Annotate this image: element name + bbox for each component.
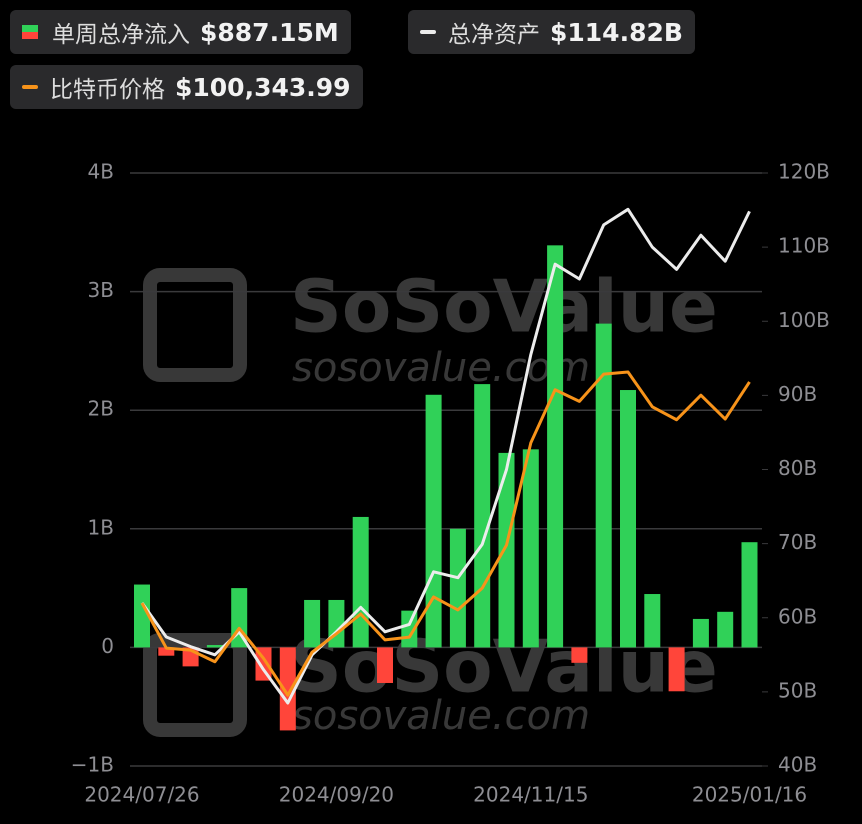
bar bbox=[231, 588, 248, 648]
y2-tick-label: 110B bbox=[778, 234, 830, 258]
bar bbox=[352, 516, 369, 648]
legend-value: $100,343.99 bbox=[175, 72, 351, 102]
y2-tick-label: 60B bbox=[778, 604, 817, 628]
bar bbox=[279, 647, 296, 731]
y-tick-label: 0 bbox=[101, 634, 114, 658]
watermark: SoSoValue sosovalue.com SoSoValue sosova… bbox=[143, 265, 718, 739]
bar bbox=[255, 647, 272, 681]
bar bbox=[158, 647, 175, 656]
watermark-text: SoSoValue bbox=[290, 625, 718, 709]
bar bbox=[134, 584, 150, 648]
y2-tick-label: 120B bbox=[778, 160, 830, 184]
bar bbox=[692, 618, 709, 648]
y2-tick-label: 70B bbox=[778, 530, 817, 554]
legend-swatch bbox=[22, 85, 38, 89]
legend-swatch bbox=[420, 30, 436, 34]
bar bbox=[741, 542, 758, 648]
y2-tick-label: 80B bbox=[778, 456, 817, 480]
bar bbox=[522, 449, 539, 648]
bar bbox=[474, 384, 491, 648]
y2-tick-label: 90B bbox=[778, 382, 817, 406]
bar bbox=[328, 599, 345, 648]
y-tick-label: 3B bbox=[88, 278, 114, 302]
bar bbox=[571, 647, 588, 663]
bar bbox=[206, 645, 223, 648]
legend-item[interactable]: 单周总净流入 $887.15M bbox=[10, 10, 351, 54]
bar bbox=[449, 528, 466, 648]
y-tick-label: −1B bbox=[71, 753, 114, 777]
bar bbox=[182, 647, 199, 667]
bar bbox=[595, 323, 612, 648]
x-tick-label: 2024/11/15 bbox=[473, 783, 588, 807]
bar bbox=[401, 610, 418, 648]
y-tick-label: 2B bbox=[88, 397, 114, 421]
legend-swatch bbox=[22, 25, 38, 39]
bar bbox=[547, 245, 564, 648]
legend-label: 单周总净流入 bbox=[52, 22, 190, 48]
line bbox=[140, 207, 751, 705]
legend-item[interactable]: 总净资产 $114.82B bbox=[408, 10, 695, 54]
y-tick-label: 1B bbox=[88, 515, 114, 539]
watermark-text: SoSoValue bbox=[290, 265, 718, 349]
watermark-logo bbox=[143, 268, 247, 382]
line bbox=[140, 370, 751, 697]
legend-value: $887.15M bbox=[200, 17, 339, 47]
watermark-logo bbox=[143, 633, 247, 737]
x-tick-label: 2025/01/16 bbox=[692, 783, 807, 807]
legend-label: 总净资产 bbox=[448, 22, 540, 48]
y2-tick-label: 40B bbox=[778, 753, 817, 777]
legend-value: $114.82B bbox=[550, 17, 683, 47]
bar bbox=[644, 594, 661, 648]
bar bbox=[620, 390, 636, 648]
x-tick-label: 2024/07/26 bbox=[84, 783, 199, 807]
bar bbox=[425, 394, 442, 648]
bar bbox=[377, 647, 393, 683]
bar bbox=[668, 647, 685, 692]
bar bbox=[717, 611, 734, 648]
y-tick-label: 4B bbox=[88, 160, 114, 184]
bar bbox=[304, 599, 321, 648]
watermark-text: sosovalue.com bbox=[292, 345, 590, 391]
bar bbox=[498, 452, 515, 648]
y2-tick-label: 100B bbox=[778, 308, 830, 332]
legend-label: 比特币价格 bbox=[50, 77, 165, 103]
x-tick-label: 2024/09/20 bbox=[279, 783, 394, 807]
legend-item[interactable]: 比特币价格 $100,343.99 bbox=[10, 65, 363, 109]
watermark-text: sosovalue.com bbox=[292, 693, 590, 739]
y2-tick-label: 50B bbox=[778, 678, 817, 702]
